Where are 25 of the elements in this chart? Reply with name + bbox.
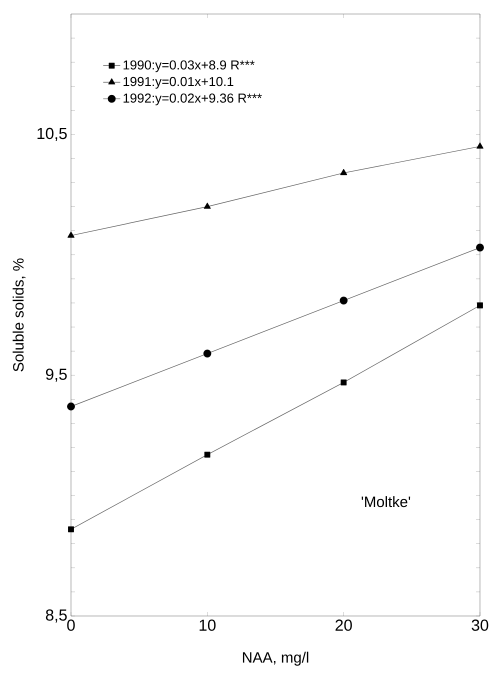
point [340,379,347,386]
x-tick-label: 0 [67,620,75,631]
point [68,232,74,238]
point [204,202,211,209]
y-tick-label: 8,5 [46,609,67,623]
y-axis-title: Soluble solids, % [12,258,26,372]
legend-label: 1991:y=0.01x+10.1 [124,76,234,89]
point [476,142,484,149]
x-axis-title: NAA, mg/l [242,652,308,666]
x-tick-label: 10 [200,620,216,631]
x-tick-label: 30 [472,620,488,631]
point [203,350,212,358]
x-tick-label: 20 [336,620,352,631]
point [67,402,75,410]
point [68,526,74,532]
legend-label: 1990:y=0.03x+8.9 R*** [124,60,255,72]
point [476,244,484,252]
point [204,452,210,458]
y-tick-label: 10,5 [38,128,67,142]
point [340,296,348,304]
legend-label: 1992:y=0.02x+9.36 R*** [124,94,262,106]
y-tick-label: 9,5 [46,368,67,382]
annotation: 'Moltke' [362,496,410,508]
point [477,302,483,308]
point [340,168,348,176]
